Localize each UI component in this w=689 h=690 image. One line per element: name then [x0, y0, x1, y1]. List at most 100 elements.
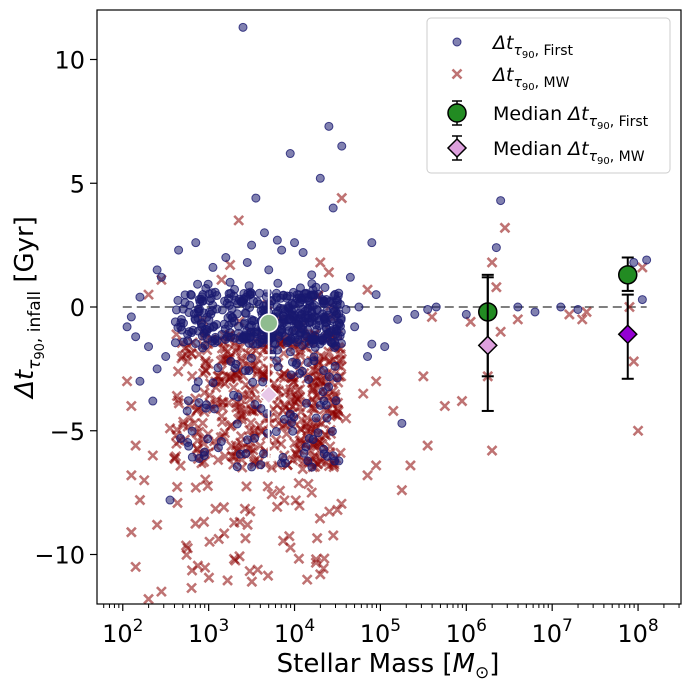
data-point: [226, 356, 236, 366]
data-point: [332, 373, 342, 383]
data-point: [332, 504, 343, 516]
data-point: [303, 456, 313, 466]
data-point: [231, 342, 243, 354]
data-point: [393, 314, 403, 324]
data-point: [256, 460, 266, 470]
data-point: [242, 519, 253, 531]
data-point: [306, 487, 318, 499]
data-point: [233, 401, 245, 413]
data-point: [301, 442, 311, 452]
legend-entry: Δtτ90, First: [452, 32, 573, 61]
data-point: [271, 501, 283, 513]
data-point: [155, 586, 167, 598]
data-point: [286, 418, 296, 428]
data-point: [320, 314, 330, 324]
data-point: [231, 402, 242, 413]
data-point: [182, 542, 194, 554]
data-point: [200, 340, 210, 350]
data-point: [147, 450, 159, 461]
data-point: [226, 332, 236, 342]
data-point: [396, 484, 408, 496]
data-point: [218, 501, 230, 513]
data-point: [308, 434, 318, 444]
data-point: [297, 309, 307, 319]
data-point: [130, 561, 142, 573]
data-point: [309, 312, 319, 322]
data-point: [130, 440, 142, 452]
data-point: [431, 302, 441, 312]
y-tick-label: 0: [70, 294, 85, 322]
data-point: [285, 409, 295, 419]
legend-label: Δtτ90, First: [491, 32, 573, 61]
data-point: [196, 294, 206, 304]
data-point: [302, 478, 314, 490]
data-point: [212, 454, 224, 466]
data-point: [208, 322, 218, 332]
data-point: [271, 292, 281, 302]
data-point: [328, 203, 338, 213]
data-point: [310, 365, 322, 377]
data-point: [224, 259, 236, 271]
data-point: [309, 352, 319, 362]
data-point: [290, 238, 300, 248]
data-point: [233, 321, 243, 331]
data-point: [273, 362, 283, 372]
data-point: [173, 295, 183, 305]
data-point: [251, 193, 261, 203]
data-point: [285, 384, 296, 395]
data-point: [244, 565, 256, 577]
data-point: [307, 384, 319, 396]
data-point: [341, 304, 351, 314]
data-point: [199, 474, 211, 485]
data-point: [371, 290, 381, 300]
data-point: [370, 375, 382, 387]
data-point: [252, 339, 262, 349]
data-point: [284, 315, 294, 325]
data-point: [345, 272, 355, 282]
data-point: [209, 404, 219, 414]
data-point: [152, 265, 162, 275]
data-point: [143, 593, 154, 605]
series-first: [122, 22, 652, 505]
data-point: [301, 398, 311, 408]
data-point: [308, 334, 318, 344]
data-point: [226, 288, 236, 298]
data-point: [337, 141, 347, 151]
data-point: [125, 469, 137, 481]
data-point: [422, 440, 434, 452]
data-point: [183, 438, 193, 448]
data-point: [461, 309, 471, 319]
data-point: [304, 374, 314, 384]
data-point: [294, 290, 304, 300]
data-point: [232, 419, 242, 429]
x-tick-label: 104: [274, 616, 315, 648]
data-point: [324, 121, 334, 131]
data-point: [125, 400, 137, 412]
data-point: [221, 253, 231, 262]
data-point: [336, 498, 347, 510]
data-point: [318, 387, 328, 397]
data-point: [191, 238, 201, 248]
data-point: [319, 396, 329, 406]
data-point: [156, 272, 166, 282]
data-point: [262, 480, 274, 492]
data-point: [362, 284, 373, 296]
data-point: [194, 304, 204, 314]
data-point: [363, 352, 373, 361]
data-point: [327, 426, 337, 436]
data-point: [135, 292, 145, 302]
data-point: [190, 518, 201, 530]
data-point: [318, 352, 330, 364]
data-point: [204, 536, 215, 548]
data-point: [573, 304, 583, 314]
data-point: [213, 443, 223, 453]
data-point: [144, 342, 154, 352]
data-point: [186, 348, 197, 360]
x-tick-label: 107: [531, 616, 572, 648]
data-point: [161, 352, 171, 361]
median-mw-series: [258, 276, 638, 462]
data-point: [240, 532, 251, 544]
data-point: [397, 418, 407, 428]
data-point: [191, 405, 202, 417]
